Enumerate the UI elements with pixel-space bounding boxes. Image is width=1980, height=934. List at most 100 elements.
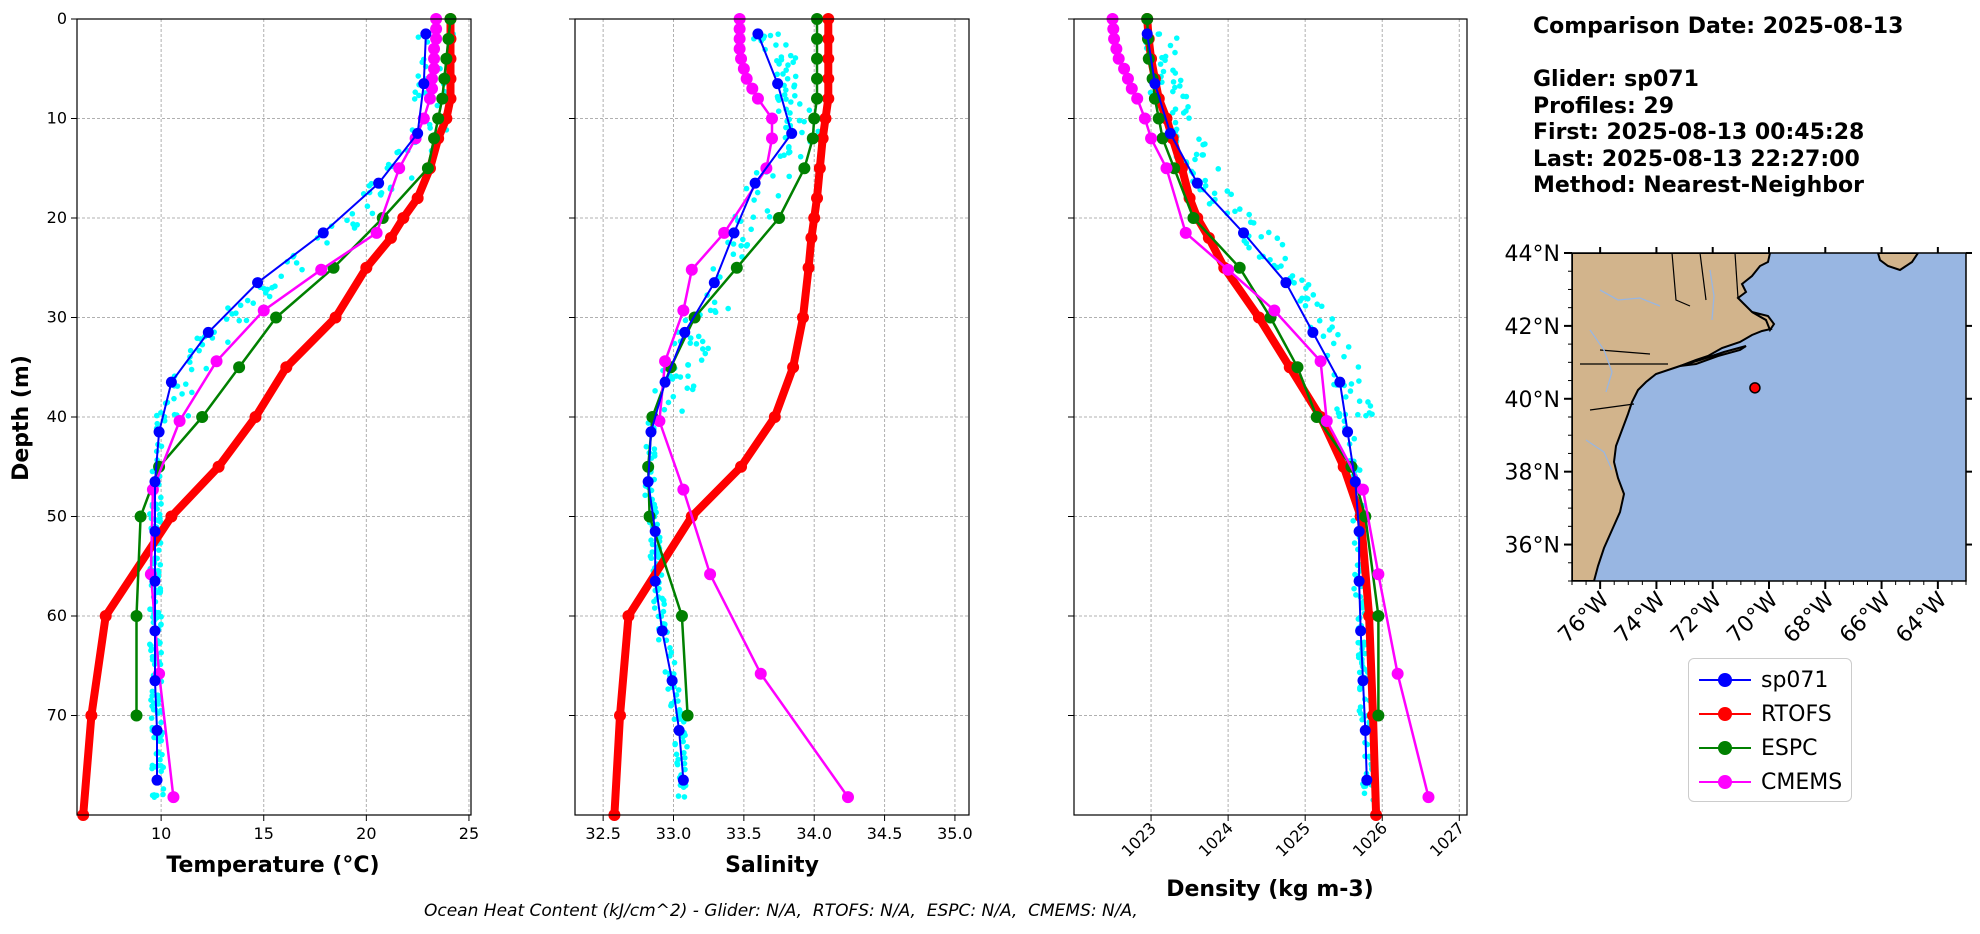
glider-sample-point [685, 362, 691, 368]
glider-sample-point [1314, 301, 1321, 307]
glider-sample-point [1316, 317, 1323, 324]
data-point-cmems [370, 226, 383, 239]
glider-sample-point [775, 95, 781, 102]
glider-sample-point [1356, 669, 1363, 676]
glider-sample-point [682, 755, 688, 761]
data-point-rtofs [360, 261, 373, 274]
first-time: First: 2025-08-13 00:45:28 [1533, 120, 1865, 145]
data-point-rtofs [822, 32, 835, 45]
data-point-sp071 [1353, 525, 1365, 537]
data-point-espc [1233, 261, 1246, 274]
glider-sample-point [1258, 233, 1265, 240]
glider-sample-point [710, 266, 717, 272]
glider-sample-point [161, 417, 168, 424]
glider-sample-point [649, 549, 656, 555]
data-point-sp071 [786, 127, 798, 139]
data-point-sp071 [642, 476, 654, 488]
glider-sample-point [411, 96, 418, 102]
glider-sample-point [801, 118, 807, 125]
legend: sp071 RTOFS ESPC CMEMS [1688, 658, 1852, 802]
data-point-espc [436, 92, 449, 105]
data-point-rtofs [796, 311, 809, 324]
data-point-sp071 [1353, 575, 1365, 587]
data-point-sp071 [772, 78, 784, 90]
glider-sample-point [669, 376, 676, 382]
data-point-rtofs [614, 709, 627, 722]
data-point-sp071 [418, 78, 430, 90]
series-line-sp071 [154, 33, 427, 781]
glider-sample-point [156, 547, 162, 553]
glider-name: Glider: sp071 [1533, 67, 1699, 92]
glider-sample-point [775, 31, 781, 37]
x-tick-label: 32.5 [585, 824, 621, 843]
data-point-sp071 [677, 774, 689, 786]
glider-sample-point [351, 225, 358, 231]
data-point-espc [130, 709, 143, 722]
x-tick-label: 15 [254, 824, 274, 843]
glider-sample-point [699, 346, 706, 352]
glider-sample-point [1356, 398, 1363, 404]
glider-sample-point [783, 87, 789, 93]
data-point-espc [442, 32, 455, 45]
glider-sample-point [269, 284, 275, 291]
data-point-cmems [430, 22, 443, 35]
glider-sample-point [668, 700, 675, 707]
data-point-sp071 [151, 774, 163, 786]
glider-sample-point [1320, 333, 1327, 340]
data-point-sp071 [1238, 227, 1250, 239]
glider-sample-point [754, 189, 761, 196]
glider-sample-point [149, 468, 156, 475]
glider-sample-point [687, 340, 694, 346]
glider-sample-point [1180, 93, 1186, 100]
glider-sample-point [792, 73, 799, 80]
data-point-cmems [1222, 263, 1235, 276]
glider-sample-point [160, 786, 167, 792]
glider-sample-point [797, 153, 804, 160]
data-point-rtofs [813, 162, 826, 175]
glider-sample-point [656, 534, 663, 541]
data-point-sp071 [202, 326, 214, 338]
glider-sample-point [158, 409, 164, 416]
glider-sample-point [1291, 280, 1297, 286]
data-point-cmems [704, 568, 717, 581]
glider-sample-point [415, 73, 422, 79]
data-point-sp071 [679, 326, 691, 338]
x-tick-label: 33.0 [656, 824, 692, 843]
glider-sample-point [783, 42, 789, 48]
glider-sample-point [1155, 31, 1162, 37]
legend-label: sp071 [1761, 667, 1829, 693]
data-point-cmems [659, 355, 672, 368]
y-tick-label: 0 [57, 9, 67, 28]
glider-sample-point [1357, 685, 1363, 691]
glider-sample-point [243, 317, 250, 324]
data-point-cmems [733, 42, 746, 55]
data-point-cmems [1125, 82, 1138, 95]
glider-sample-point [158, 621, 164, 628]
data-point-sp071 [666, 675, 678, 687]
glider-sample-point [671, 716, 678, 723]
data-point-espc [432, 112, 445, 125]
glider-sample-point [412, 89, 419, 95]
legend-label: ESPC [1761, 735, 1818, 761]
data-point-cmems [733, 32, 746, 45]
glider-sample-point [702, 350, 709, 357]
data-point-cmems [393, 162, 406, 175]
data-point-sp071 [1280, 277, 1292, 289]
glider-sample-point [369, 210, 376, 217]
glider-sample-point [783, 96, 789, 102]
glider-sample-point [223, 316, 230, 322]
glider-sample-point [1167, 42, 1174, 49]
glider-sample-point [1303, 285, 1309, 291]
data-point-espc [270, 311, 283, 324]
glider-sample-point [730, 251, 737, 258]
x-tick-label: 1027 [1426, 818, 1468, 860]
data-point-cmems [751, 92, 764, 105]
data-point-sp071 [420, 28, 432, 40]
data-point-sp071 [151, 724, 163, 736]
glider-sample-point [652, 388, 658, 394]
glider-sample-point [662, 669, 669, 675]
glider-sample-point [743, 243, 750, 249]
glider-sample-point [792, 55, 799, 61]
data-point-cmems [167, 791, 180, 804]
data-point-rtofs [99, 610, 112, 622]
